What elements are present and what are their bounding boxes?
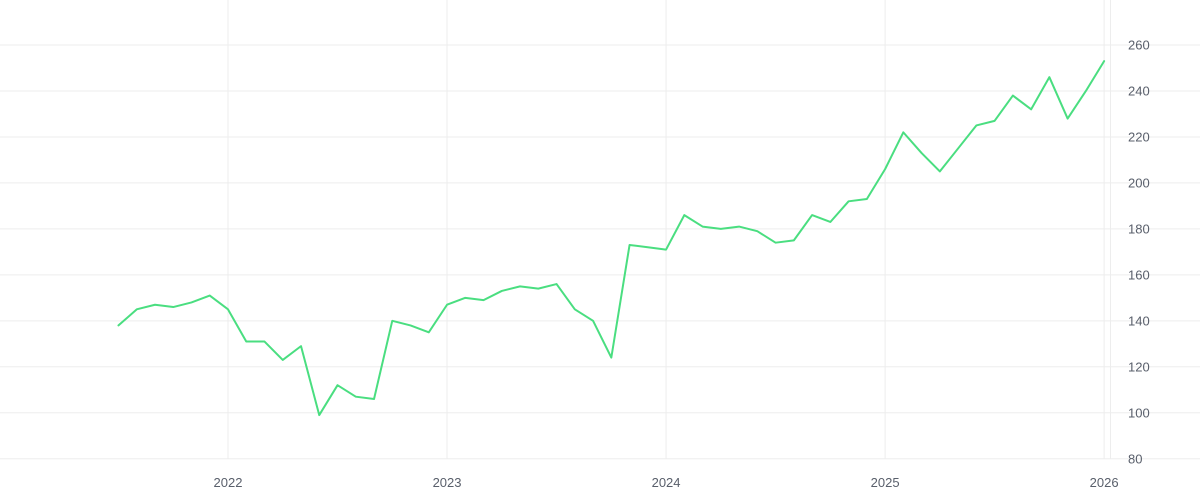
svg-text:100: 100 xyxy=(1128,405,1150,420)
svg-text:220: 220 xyxy=(1128,129,1150,144)
svg-text:140: 140 xyxy=(1128,313,1150,328)
svg-text:2022: 2022 xyxy=(214,475,243,490)
svg-text:180: 180 xyxy=(1128,221,1150,236)
svg-text:260: 260 xyxy=(1128,38,1150,53)
svg-text:2024: 2024 xyxy=(652,475,681,490)
svg-text:160: 160 xyxy=(1128,267,1150,282)
svg-text:2023: 2023 xyxy=(433,475,462,490)
svg-text:80: 80 xyxy=(1128,451,1142,466)
svg-text:2025: 2025 xyxy=(871,475,900,490)
svg-text:200: 200 xyxy=(1128,175,1150,190)
svg-text:120: 120 xyxy=(1128,359,1150,374)
svg-text:240: 240 xyxy=(1128,83,1150,98)
svg-text:2026: 2026 xyxy=(1090,475,1119,490)
